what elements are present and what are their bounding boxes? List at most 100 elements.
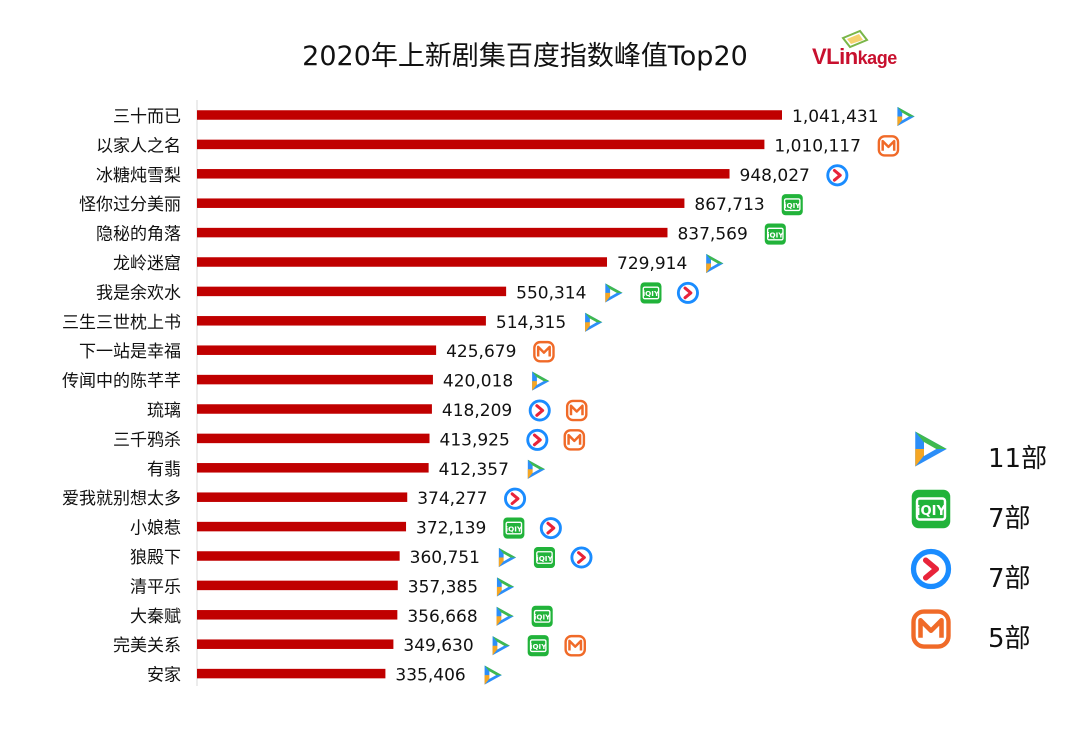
legend-item-tencent: 11部 <box>905 428 1075 478</box>
category-label: 怪你过分美丽 <box>79 195 181 215</box>
category-label: 琉璃 <box>147 401 181 421</box>
iqiyi-platform-icon: iQIY <box>503 517 525 539</box>
mango-platform-icon <box>563 429 586 451</box>
bar <box>197 169 730 179</box>
value-label: 360,751 <box>410 548 480 568</box>
tencent-platform-icon <box>527 459 546 479</box>
iqiyi-platform-icon: iQIY <box>764 223 786 245</box>
svg-text:iQIY: iQIY <box>767 230 784 239</box>
mango-platform-icon <box>533 340 555 363</box>
svg-text:iQIY: iQIY <box>643 289 660 298</box>
youku-platform-icon <box>539 517 562 540</box>
bar <box>197 110 782 120</box>
bar <box>197 139 765 150</box>
category-label: 爱我就别想太多 <box>62 489 181 509</box>
category-label: 冰糖炖雪梨 <box>96 166 181 186</box>
bar <box>197 492 408 502</box>
mango-tv-icon <box>910 608 952 654</box>
value-label: 420,018 <box>443 372 513 392</box>
youku-platform-icon <box>504 487 527 510</box>
mango-platform-icon <box>565 399 588 422</box>
bar <box>197 521 407 532</box>
value-label: 335,406 <box>395 666 465 686</box>
youku-platform-icon <box>676 281 699 304</box>
value-label: 550,314 <box>516 283 586 303</box>
bar <box>197 639 394 649</box>
tencent-platform-icon <box>706 253 724 274</box>
svg-text:iQIY: iQIY <box>506 524 523 533</box>
bar <box>197 316 486 326</box>
tencent-platform-icon <box>498 547 517 568</box>
category-label: 我是余欢水 <box>96 283 181 303</box>
value-label: 356,668 <box>407 607 477 627</box>
value-label: 349,630 <box>403 636 473 656</box>
value-label: 729,914 <box>617 254 687 274</box>
tencent-platform-icon <box>897 106 915 127</box>
iqiyi-platform-icon: iQIY <box>527 635 549 657</box>
value-label: 1,041,431 <box>792 107 879 127</box>
iqiyi-platform-icon: iQIY <box>781 194 803 216</box>
value-label: 514,315 <box>496 313 566 333</box>
category-label: 三千鸦杀 <box>113 430 181 450</box>
bar <box>197 345 437 355</box>
bar <box>197 433 430 444</box>
tencent-platform-icon <box>496 606 514 626</box>
legend-item-youku: 7部 <box>905 548 1075 598</box>
youku-icon <box>910 548 952 594</box>
svg-text:iQIY: iQIY <box>784 201 801 210</box>
bar <box>197 286 507 297</box>
value-label: 867,713 <box>694 195 764 215</box>
bar <box>197 668 386 679</box>
svg-text:iQIY: iQIY <box>534 613 551 622</box>
iqiyi-platform-icon: iQIY <box>640 282 662 304</box>
tencent-platform-icon <box>496 577 515 597</box>
svg-text:iQIY: iQIY <box>530 642 547 651</box>
category-label: 安家 <box>147 666 181 686</box>
category-label: 三十而已 <box>113 107 181 127</box>
category-label: 三生三世枕上书 <box>62 313 181 333</box>
bar <box>197 404 432 414</box>
iqiyi-platform-icon: iQIY <box>533 546 555 569</box>
category-label: 清平乐 <box>130 577 181 597</box>
value-label: 357,385 <box>408 577 478 597</box>
iqiyi-platform-icon: iQIY <box>531 605 553 627</box>
category-label: 下一站是幸福 <box>79 342 181 362</box>
value-label: 837,569 <box>677 225 747 245</box>
value-label: 425,679 <box>446 342 516 362</box>
value-label: 948,027 <box>740 166 810 186</box>
mango-platform-icon <box>877 135 900 157</box>
chart-title: 2020年上新剧集百度指数峰值Top20 <box>302 41 748 72</box>
category-label: 有翡 <box>147 460 181 480</box>
youku-platform-icon <box>826 164 849 187</box>
value-label: 1,010,117 <box>774 136 861 156</box>
bar <box>197 580 398 591</box>
category-label: 龙岭迷窟 <box>113 254 181 274</box>
bar <box>197 551 400 561</box>
legend-count: 7部 <box>988 504 1031 534</box>
brand-mark-icon <box>841 29 869 49</box>
category-label: 隐秘的角落 <box>96 225 181 245</box>
category-label: 以家人之名 <box>96 136 181 156</box>
bar <box>197 610 398 620</box>
mango-platform-icon <box>564 634 586 657</box>
value-label: 412,357 <box>439 460 509 480</box>
category-label: 小娘惹 <box>130 519 181 539</box>
legend-count: 7部 <box>988 564 1031 594</box>
bar <box>197 463 429 473</box>
bar <box>197 257 608 267</box>
category-label: 传闻中的陈芊芊 <box>62 372 181 392</box>
iqiyi-icon: iQIY <box>910 488 952 534</box>
tencent-platform-icon <box>492 636 510 656</box>
value-label: 418,209 <box>442 401 512 421</box>
youku-platform-icon <box>528 399 551 422</box>
tencent-video-icon <box>910 428 952 474</box>
tencent-platform-icon <box>532 371 550 391</box>
category-label: 大秦赋 <box>130 607 181 627</box>
value-label: 374,277 <box>417 489 487 509</box>
value-label: 372,139 <box>416 519 486 539</box>
legend-count: 5部 <box>988 624 1031 654</box>
youku-platform-icon <box>570 546 593 569</box>
tencent-platform-icon <box>484 665 502 685</box>
brand-logo: VLinkage <box>812 28 922 72</box>
